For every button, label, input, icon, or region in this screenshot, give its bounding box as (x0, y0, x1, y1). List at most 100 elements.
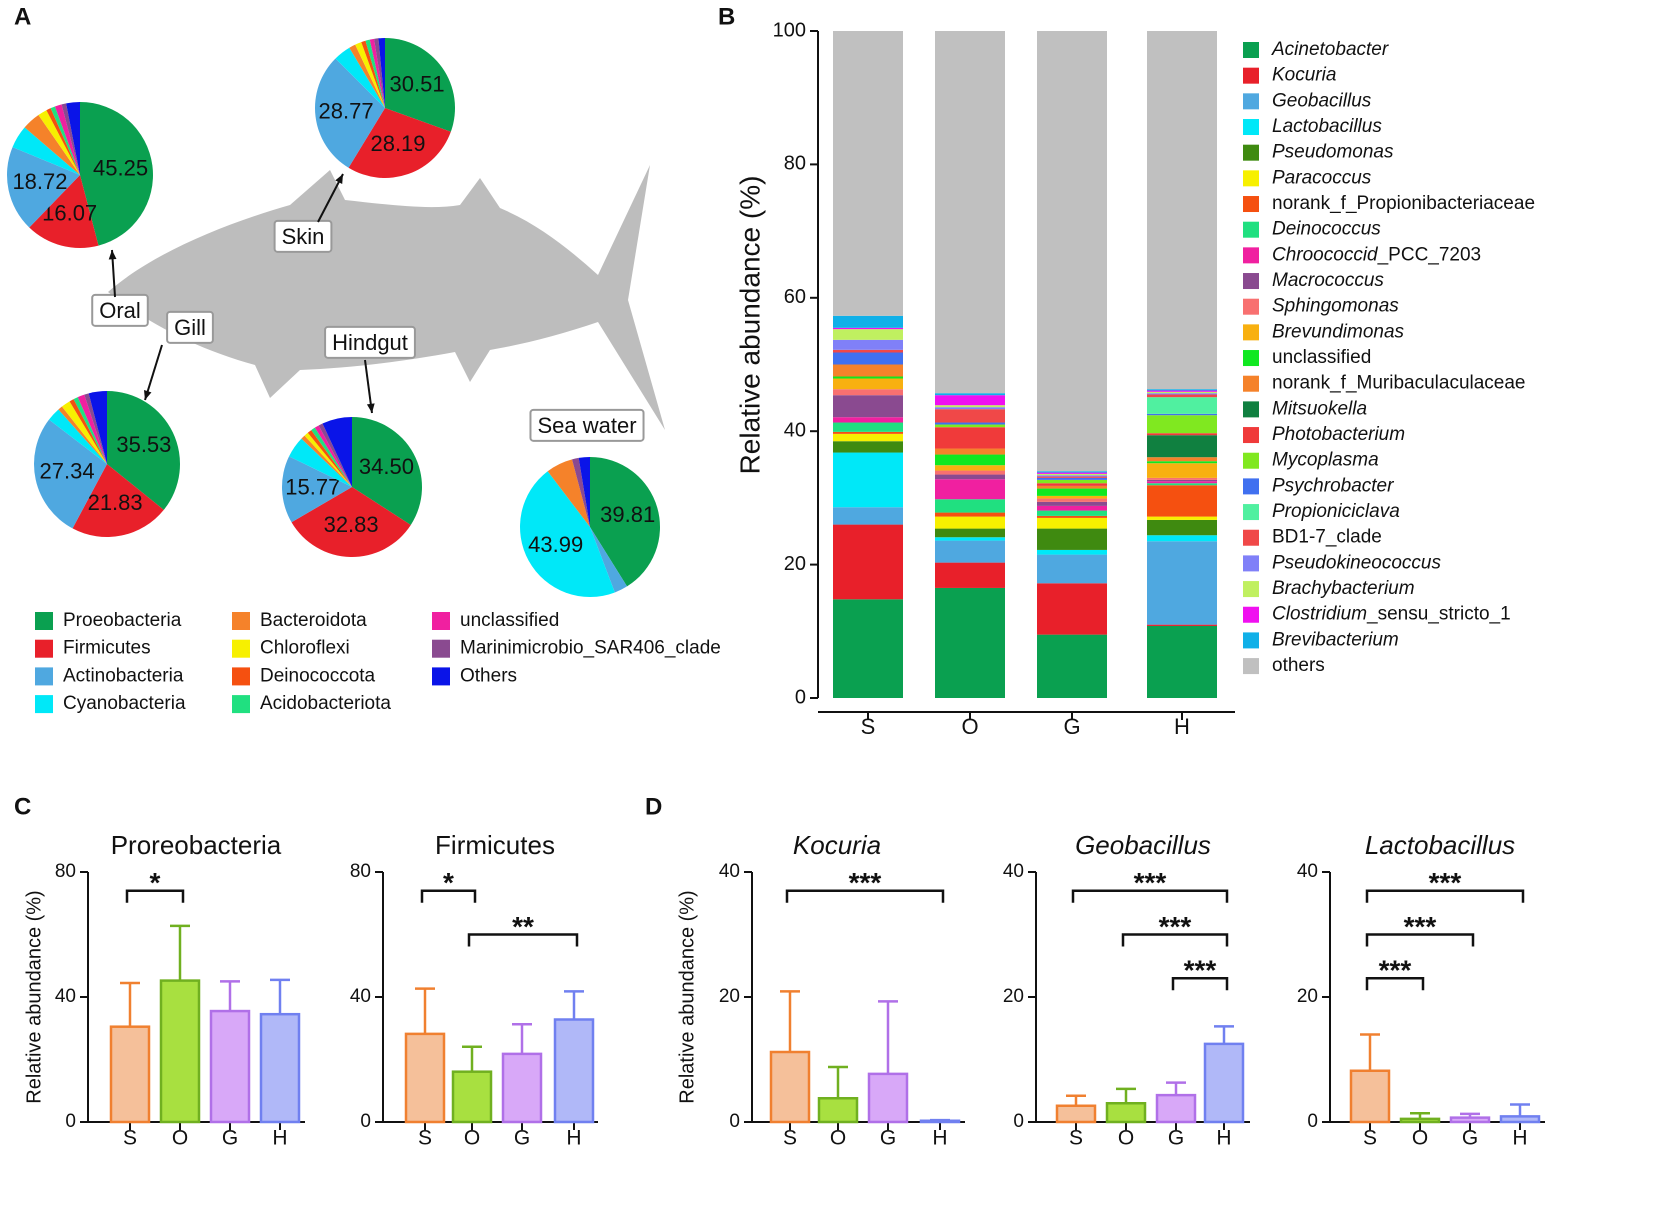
pie-slice (365, 39, 385, 108)
legend-label: norank_f_Muribaculaculaceae (1272, 373, 1526, 394)
pie-slice (369, 38, 385, 108)
bar-segment (1037, 554, 1107, 584)
pie-slice (590, 456, 661, 587)
pie-slice (50, 106, 80, 175)
bar-segment (833, 433, 903, 442)
pie-slice (48, 409, 107, 464)
bar-segment (1147, 461, 1217, 464)
slice-label: 43.99 (528, 532, 583, 557)
legend-swatch (1243, 504, 1259, 521)
legend-swatch (432, 639, 450, 658)
bar-segment (833, 389, 903, 396)
bar-segment (1037, 476, 1107, 478)
chart-title: Geobacillus (1075, 830, 1211, 860)
bar (1105, 1102, 1147, 1124)
x-tick-label: O (1412, 1127, 1428, 1150)
significance-label: *** (849, 867, 882, 898)
y-tick-label: 0 (360, 1111, 371, 1132)
pie-slice (54, 104, 80, 175)
pie-slice (88, 390, 107, 464)
bar-segment (1147, 477, 1217, 480)
x-tick-label: H (1512, 1127, 1527, 1150)
legend-label: Lactobacillus (1272, 116, 1382, 137)
legend-swatch (1243, 273, 1259, 290)
legend-swatch (1243, 401, 1259, 418)
bar (1449, 1116, 1491, 1124)
legend-label: Deinococcota (260, 665, 376, 686)
arrow-head (335, 174, 343, 184)
bar-segment (1037, 475, 1107, 477)
name-box (273, 219, 333, 253)
bar (109, 1025, 151, 1124)
pie-slice (361, 40, 385, 108)
bar-segment (833, 395, 903, 418)
x-tick-label: G (222, 1127, 238, 1150)
bar-segment (935, 424, 1005, 428)
legend-label: Mycoplasma (1272, 450, 1379, 471)
pie-name: Hindgut (332, 330, 408, 355)
bar (1499, 1115, 1541, 1124)
slice-label: 27.34 (40, 458, 95, 483)
slice-label: 28.77 (319, 98, 374, 123)
pie-slice (335, 47, 385, 108)
bar-segment (1147, 433, 1217, 436)
bar-segment (1147, 625, 1217, 698)
legend-swatch (1243, 144, 1259, 161)
name-box (324, 325, 416, 359)
bar-segment (1147, 397, 1217, 414)
pie-slice (348, 108, 451, 178)
legend-label: Chloroflexi (260, 638, 350, 659)
legend-label: Macrococcus (1272, 270, 1384, 291)
bar-segment (833, 378, 903, 390)
bar (501, 1052, 543, 1124)
bar (451, 1070, 493, 1124)
pie-slice (46, 108, 80, 175)
x-tick-label: G (880, 1127, 896, 1150)
legend-label: Geobacillus (1272, 90, 1372, 111)
bar (553, 1018, 595, 1124)
slice-label: 32.83 (324, 512, 379, 537)
bar-segment (935, 465, 1005, 471)
legend-label: Acidobacteriota (260, 693, 391, 714)
bar-segment (1147, 516, 1217, 520)
legend-label: Acinetobacter (1271, 39, 1389, 60)
slice-label: 34.50 (359, 454, 414, 479)
legend-swatch (35, 639, 53, 658)
bar-segment (935, 422, 1005, 425)
bar-segment (935, 528, 1005, 538)
legend-label: Clostridium_sensu_stricto_1 (1272, 604, 1511, 625)
bar-segment (935, 562, 1005, 588)
significance-bracket (420, 889, 477, 903)
pie-slice (578, 457, 590, 527)
pie-slice (58, 406, 107, 464)
legend-swatch (1243, 196, 1259, 213)
x-tick-label: G (1168, 1127, 1184, 1150)
bar (209, 1009, 251, 1124)
bar-segment (1147, 485, 1217, 517)
pie-slice (73, 397, 107, 464)
significance-label: *** (1184, 955, 1217, 986)
bar-segment (1147, 481, 1217, 484)
legend-label: Pseudokineococcus (1272, 552, 1441, 573)
bar (919, 1119, 961, 1124)
legend-label: Cyanobacteria (63, 693, 186, 714)
x-tick-label: S (783, 1127, 797, 1150)
y-tick-label: 100 (773, 19, 806, 41)
significance-label: *** (1159, 911, 1192, 942)
bar-segment (1147, 541, 1217, 625)
bar-segment (833, 31, 903, 316)
bar-segment (935, 31, 1005, 394)
bar-segment (833, 327, 903, 330)
legend-swatch (232, 667, 250, 686)
x-tick-label: S (123, 1127, 137, 1150)
significance-bracket (467, 933, 579, 947)
pie-slice (355, 42, 385, 108)
pie-slice (378, 38, 385, 108)
y-tick-label: 40 (784, 419, 806, 441)
bar-segment (833, 339, 903, 350)
bar-segment (935, 479, 1005, 500)
pie-slice (590, 527, 628, 593)
bar-segment (935, 393, 1005, 396)
bar-segment (1147, 435, 1217, 458)
